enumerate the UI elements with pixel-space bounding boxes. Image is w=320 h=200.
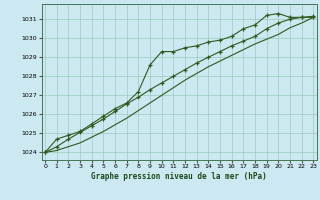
X-axis label: Graphe pression niveau de la mer (hPa): Graphe pression niveau de la mer (hPa)	[91, 172, 267, 181]
